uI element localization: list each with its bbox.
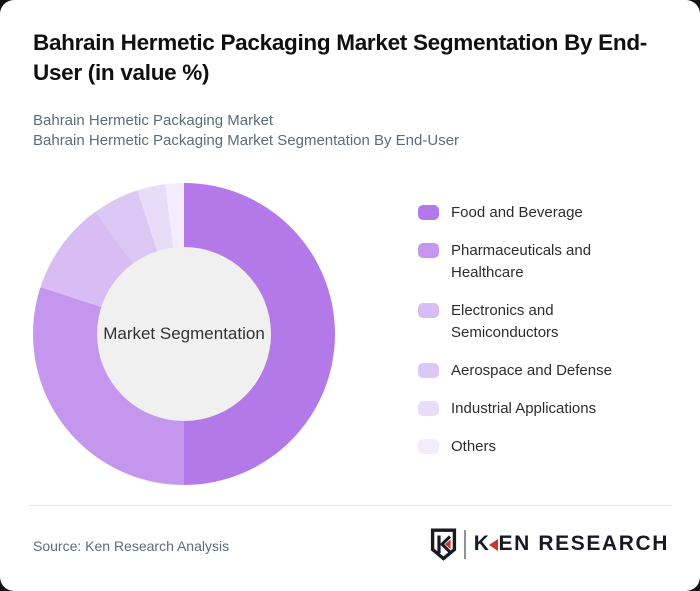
subtitle-line-2: Bahrain Hermetic Packaging Market Segmen…	[33, 132, 460, 149]
legend-label: Others	[451, 438, 497, 455]
logo-separator	[463, 529, 466, 559]
legend-swatch	[418, 401, 439, 416]
subtitle-line-1: Bahrain Hermetic Packaging Market	[33, 112, 274, 129]
ken-research-logo: K EN RESEARCH	[430, 525, 669, 563]
legend-label: Food and Beverage	[451, 204, 583, 221]
logo-wordmark: K EN RESEARCH	[474, 532, 669, 556]
legend-swatch	[418, 205, 439, 220]
logo-letter-k: K	[473, 532, 491, 555]
footer-divider	[28, 505, 672, 506]
legend-label: Pharmaceuticals and Healthcare	[451, 242, 592, 281]
logo-red-triangle-icon	[488, 539, 498, 551]
legend-swatch	[418, 243, 439, 258]
logo-shield-icon	[430, 528, 457, 561]
logo-text-rest: EN RESEARCH	[498, 532, 669, 555]
source-note: Source: Ken Research Analysis	[33, 538, 230, 554]
chart-center-label: Market Segmentation	[103, 324, 265, 343]
legend-item: Pharmaceuticals and Healthcare	[418, 240, 629, 284]
legend-item: Industrial Applications	[418, 398, 629, 420]
subtitle: Bahrain Hermetic Packaging Market Bahrai…	[33, 111, 653, 151]
donut-hole: Market Segmentation	[97, 247, 271, 421]
legend: Food and Beverage Pharmaceuticals and Hea…	[418, 202, 629, 458]
page-title: Bahrain Hermetic Packaging Market Segmen…	[33, 30, 647, 85]
legend-swatch	[418, 363, 439, 378]
legend-item: Others	[418, 436, 629, 458]
legend-item: Food and Beverage	[418, 202, 629, 224]
legend-label: Electronics and Semiconductors	[451, 302, 559, 341]
legend-label: Industrial Applications	[451, 400, 597, 417]
legend-label: Aerospace and Defense	[451, 362, 612, 379]
legend-item: Aerospace and Defense	[418, 360, 629, 382]
donut-chart: Market Segmentation	[33, 183, 335, 485]
legend-swatch	[418, 439, 439, 454]
legend-item: Electronics and Semiconductors	[418, 300, 629, 344]
legend-swatch	[418, 303, 439, 318]
